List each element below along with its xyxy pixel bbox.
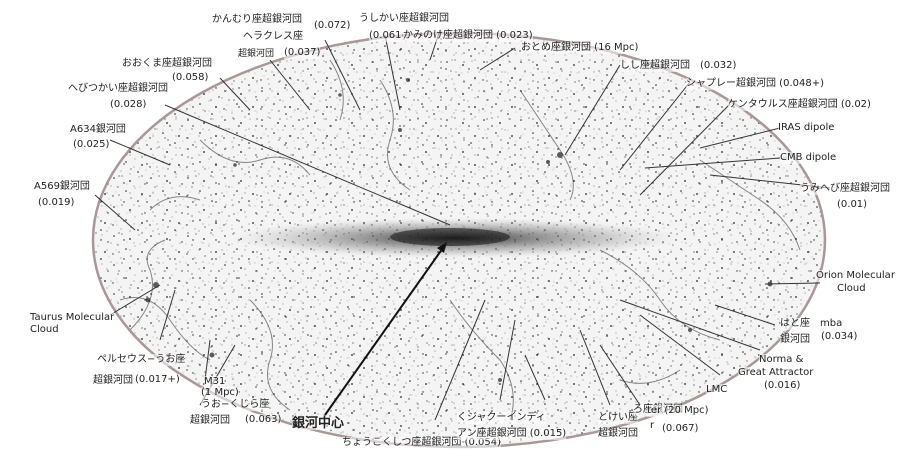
label-kaminoke: かみのけ座超銀河団 (0.023) — [403, 30, 533, 42]
label-ushikai: うしかい座超銀河団 — [359, 13, 449, 25]
label-kanmuri-z: (0.072) — [314, 20, 351, 32]
label-hebitsukai: へびつかい座超銀河団 — [68, 83, 168, 95]
label-ro-2: ter (20 Mpc) — [647, 405, 709, 417]
label-norma-z: (0.016) — [764, 380, 801, 392]
label-ro-z: (0.067) — [662, 423, 699, 435]
label-dorado: mba — [820, 318, 843, 330]
label-taurus-2: Cloud — [30, 324, 59, 336]
label-hebitsukai-z: (0.028) — [110, 99, 147, 111]
label-perseus: ペルセウス−うお座 — [97, 354, 186, 366]
label-a634-z: (0.025) — [73, 139, 110, 151]
label-centaurus: ケンタウルス座超銀河団 (0.02) — [728, 99, 871, 111]
leader-lines — [94, 29, 831, 421]
label-orion-2: Cloud — [837, 283, 866, 295]
label-chokokushitsu: ちょうこくしつ座超銀河団 (0.054) — [342, 437, 502, 449]
label-shishi-z: (0.032) — [700, 60, 737, 72]
label-norma: Norma & — [759, 354, 804, 366]
label-herakles: ヘラクレス座 — [243, 31, 303, 43]
label-dorado-z: (0.034) — [821, 331, 858, 343]
label-uokujira-z: (0.063) — [245, 414, 282, 426]
label-hato: はと座 — [780, 318, 810, 330]
label-taurus: Taurus Molecular — [30, 312, 115, 324]
label-a569: A569銀河団 — [34, 181, 90, 193]
label-lmc: LMC — [706, 384, 728, 396]
label-tokei-2: 超銀河団 — [598, 428, 638, 440]
label-a634: A634銀河団 — [70, 124, 126, 136]
label-ro-3: r — [650, 420, 655, 432]
label-indian: くジャクーインディ — [457, 412, 546, 424]
label-shishi: しし座超銀河団 — [620, 60, 690, 72]
label-a569-z: (0.019) — [38, 197, 75, 209]
label-otome: おとめ座銀河団 (16 Mpc) — [521, 42, 639, 54]
label-m31: M31 — [204, 376, 226, 388]
galactic-center-arrow-head — [437, 242, 447, 253]
label-orion: Orion Molecular — [816, 270, 895, 282]
label-perseus-z: (0.017+) — [135, 374, 180, 386]
label-cmb: CMB dipole — [780, 152, 837, 164]
label-galactic-center: 銀河中心 — [292, 416, 345, 431]
label-iras: IRAS dipole — [778, 122, 835, 134]
label-ookuma-z: (0.058) — [172, 72, 209, 84]
label-perseus-2: 超銀河団 — [93, 375, 133, 387]
label-m31-2: (1 Mpc) — [201, 387, 239, 399]
label-umihebi-z: (0.01) — [837, 199, 868, 211]
label-ushikai-z: (0.061 — [369, 30, 402, 42]
label-shapley: シャプレー超銀河団 (0.048+) — [686, 78, 824, 90]
label-tokei: とけい座 — [598, 412, 638, 424]
label-uokujira: うお−くじら座 — [201, 399, 270, 411]
label-umihebi: うみへび座超銀河団 — [800, 183, 890, 195]
label-herakles-z: (0.037) — [284, 47, 321, 59]
label-norma-2: Great Attractor — [738, 367, 814, 379]
label-indian-2: アン座超銀河団 (0.015) — [457, 428, 567, 440]
label-ookuma: おおくま座超銀河団 — [122, 58, 212, 70]
label-herakles-2: 超銀河団 — [238, 48, 275, 60]
galactic-center-arrow — [324, 244, 446, 416]
label-kanmuri: かんむり座超銀河団 — [212, 14, 302, 26]
label-hato-2: 銀河団 — [780, 334, 810, 346]
label-uokujira-2: 超銀河団 — [190, 415, 230, 427]
filament-structures — [119, 59, 801, 421]
